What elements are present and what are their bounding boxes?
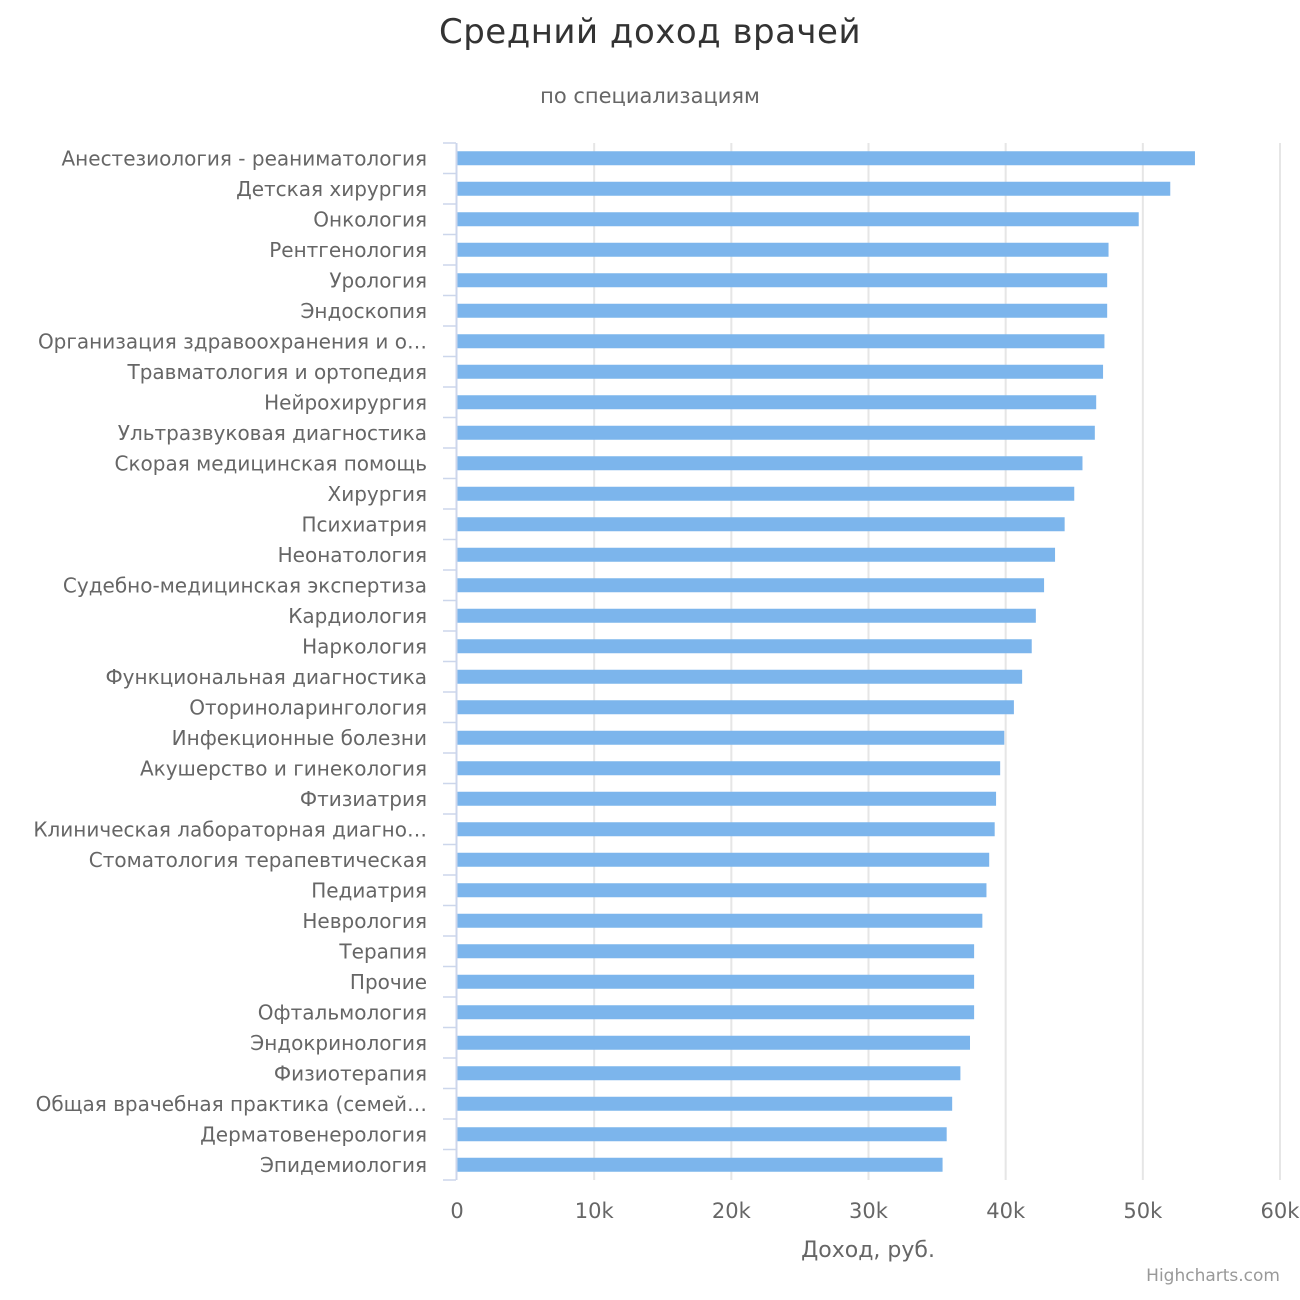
category-label: Функциональная диагностика	[105, 665, 427, 689]
bar[interactable]	[457, 364, 1104, 379]
bar[interactable]	[457, 181, 1171, 196]
category-label: Травматология и ортопедия	[126, 360, 427, 384]
bar[interactable]	[457, 974, 975, 989]
category-label: Организация здравоохранения и о…	[38, 329, 427, 353]
category-label: Неврология	[302, 909, 427, 933]
bar[interactable]	[457, 852, 990, 867]
bar[interactable]	[457, 1005, 975, 1020]
grid-lines	[593, 143, 1281, 1180]
category-label: Ультразвуковая диагностика	[118, 421, 427, 445]
bar[interactable]	[457, 730, 1005, 745]
chart-title: Средний доход врачей	[438, 12, 862, 52]
x-tick-label: 30k	[849, 1199, 889, 1223]
bar[interactable]	[457, 334, 1105, 349]
category-label: Наркология	[302, 634, 427, 658]
category-label: Инфекционные болезни	[172, 726, 427, 750]
category-label: Физиотерапия	[274, 1061, 427, 1085]
category-label: Оториноларингология	[189, 695, 427, 719]
bars	[457, 151, 1195, 1172]
x-tick-label: 20k	[712, 1199, 752, 1223]
x-tick-label: 50k	[1123, 1199, 1163, 1223]
category-label: Педиатрия	[311, 878, 427, 902]
axes	[443, 142, 458, 1181]
bar[interactable]	[457, 456, 1083, 471]
category-label: Терапия	[338, 939, 427, 963]
category-label: Скорая медицинская помощь	[114, 451, 427, 475]
chart-subtitle: по специализациям	[540, 84, 760, 108]
category-label: Стоматология терапевтическая	[89, 848, 427, 872]
category-label: Нейрохирургия	[264, 390, 427, 414]
category-label: Психиатрия	[302, 512, 428, 536]
bar[interactable]	[457, 1157, 943, 1172]
bar[interactable]	[457, 791, 997, 806]
category-label: Клиническая лабораторная диагно…	[33, 817, 427, 841]
x-tick-label: 60k	[1261, 1199, 1300, 1223]
bar[interactable]	[457, 578, 1045, 593]
bar[interactable]	[457, 883, 987, 898]
category-label: Детская хирургия	[236, 177, 427, 201]
bar[interactable]	[457, 1035, 971, 1050]
bar[interactable]	[457, 547, 1056, 562]
category-label: Фтизиатрия	[300, 787, 427, 811]
category-label: Рентгенология	[269, 238, 427, 262]
bar[interactable]	[457, 639, 1032, 654]
bar[interactable]	[457, 151, 1195, 166]
category-label: Прочие	[350, 970, 427, 994]
category-label: Эпидемиология	[260, 1153, 427, 1177]
bar[interactable]	[457, 212, 1139, 227]
category-labels: Анестезиология - реаниматология Детская х…	[33, 146, 427, 1177]
category-label: Акушерство и гинекология	[140, 756, 427, 780]
bar[interactable]	[457, 517, 1065, 532]
bar[interactable]	[457, 822, 995, 837]
bar[interactable]	[457, 395, 1097, 410]
bar[interactable]	[457, 425, 1095, 440]
category-label: Дерматовенерология	[200, 1122, 427, 1146]
bar[interactable]	[457, 944, 975, 959]
bar[interactable]	[457, 913, 983, 928]
bar[interactable]	[457, 1066, 961, 1081]
bar[interactable]	[457, 669, 1023, 684]
category-label: Кардиология	[288, 604, 427, 628]
category-label: Онкология	[313, 207, 427, 231]
bar[interactable]	[457, 608, 1036, 623]
category-label: Судебно-медицинская экспертиза	[63, 573, 427, 597]
category-label: Общая врачебная практика (семей…	[36, 1092, 427, 1116]
bar[interactable]	[457, 242, 1109, 257]
bar[interactable]	[457, 761, 1001, 776]
category-label: Анестезиология - реаниматология	[62, 146, 428, 170]
category-label: Неонатология	[278, 543, 427, 567]
bar[interactable]	[457, 303, 1108, 318]
category-label: Урология	[329, 268, 427, 292]
x-axis-title: Доход, руб.	[801, 1238, 935, 1263]
bar[interactable]	[457, 273, 1108, 288]
x-tick-label: 0	[450, 1199, 463, 1223]
x-tick-label: 10k	[575, 1199, 615, 1223]
credits-link[interactable]: Highcharts.com	[1146, 1266, 1280, 1286]
x-tick-label: 40k	[986, 1199, 1026, 1223]
bar[interactable]	[457, 1127, 947, 1142]
category-label: Офтальмология	[258, 1000, 427, 1024]
bar[interactable]	[457, 486, 1075, 501]
tick-labels: 0 10k 20k 30k 40k 50k 60k	[450, 1199, 1300, 1223]
category-label: Эндоскопия	[300, 299, 427, 323]
bar[interactable]	[457, 700, 1014, 715]
bar[interactable]	[457, 1096, 953, 1111]
category-label: Эндокринология	[250, 1031, 427, 1055]
category-label: Хирургия	[328, 482, 427, 506]
